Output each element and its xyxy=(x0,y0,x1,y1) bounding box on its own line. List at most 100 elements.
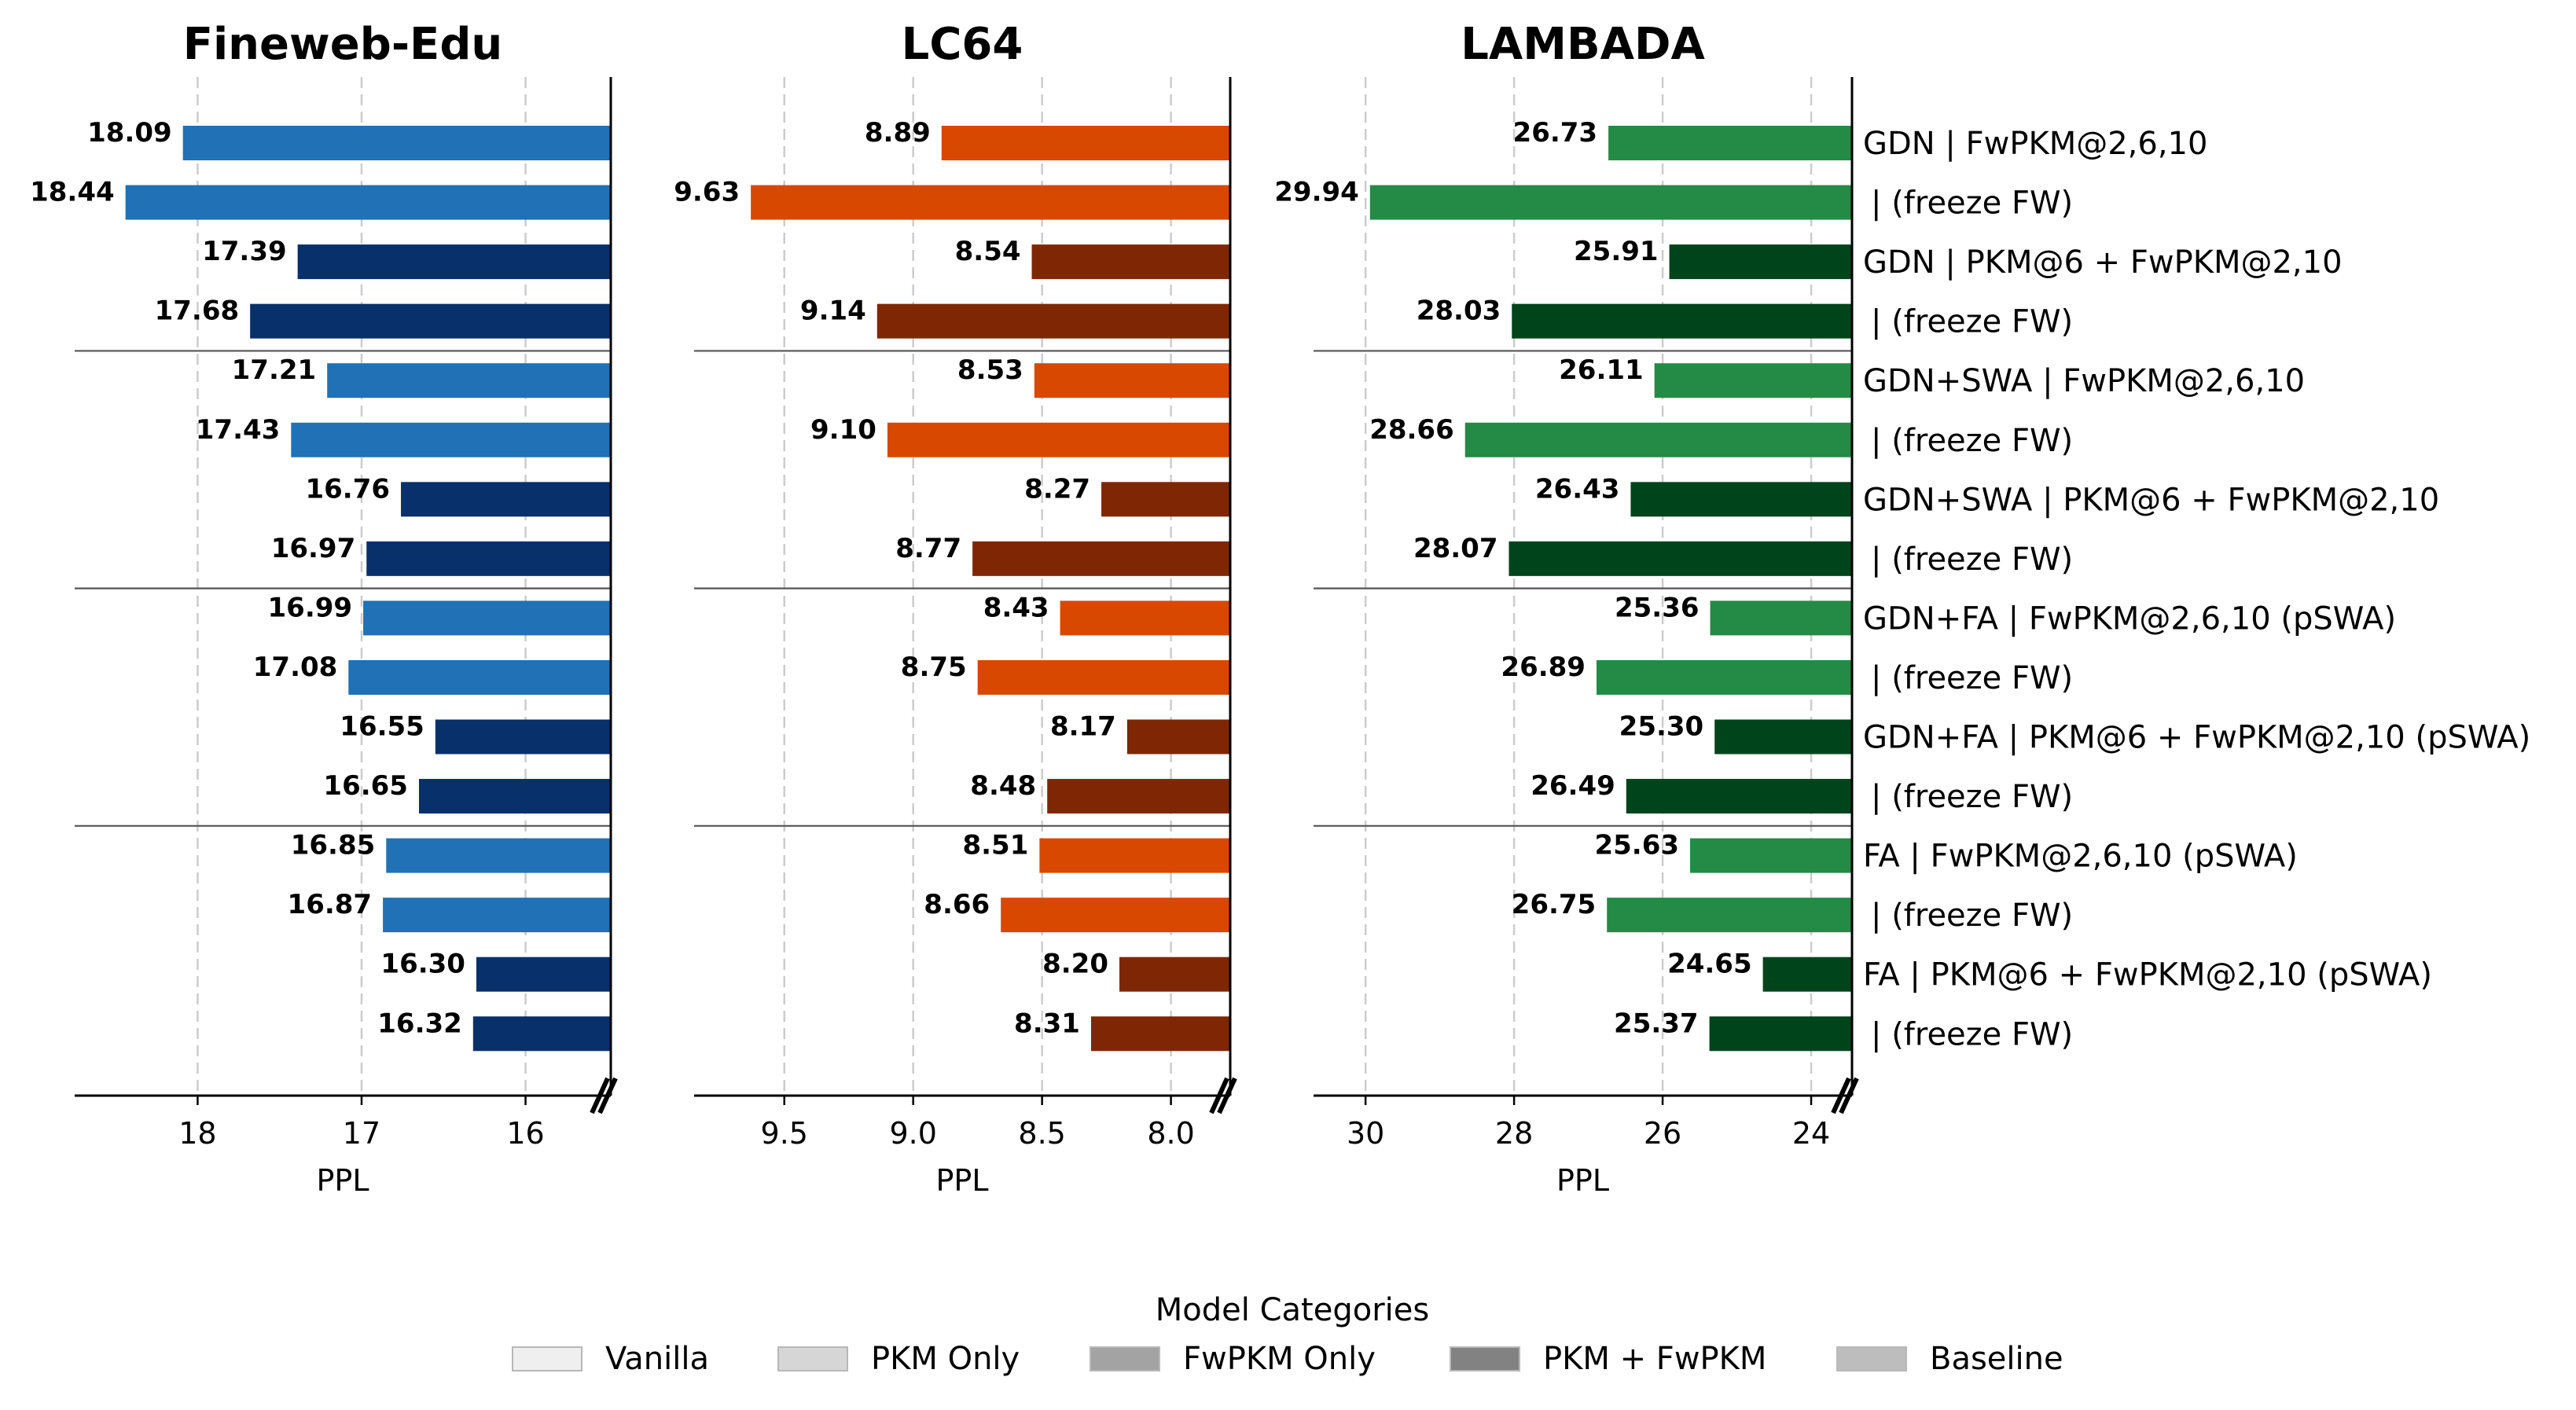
value-label: 16.65 xyxy=(323,770,408,802)
value-label: 8.20 xyxy=(1042,949,1108,980)
bar xyxy=(1608,126,1852,160)
x-tick-label: 28 xyxy=(1495,1116,1533,1151)
bar xyxy=(1119,957,1230,992)
value-label: 8.75 xyxy=(901,652,967,683)
legend-label: Vanilla xyxy=(605,1341,709,1377)
bar xyxy=(435,719,611,755)
value-label: 17.08 xyxy=(253,652,338,683)
bar xyxy=(876,303,1230,339)
axis-break-mark xyxy=(597,1077,618,1114)
value-label: 28.07 xyxy=(1413,533,1498,564)
x-tick-label: 16 xyxy=(506,1116,544,1151)
value-label: 8.89 xyxy=(865,117,931,149)
bar xyxy=(327,363,611,398)
row-label: GDN+SWA | FwPKM@2,6,10 xyxy=(1863,363,2305,399)
x-tick-label: 18 xyxy=(178,1116,216,1151)
row-labels: GDN | FwPKM@2,6,10 | (freeze FW) GDN | PKM… xyxy=(1863,126,2530,1052)
bar xyxy=(1714,719,1852,755)
value-label: 17.43 xyxy=(196,414,281,446)
row-label: GDN+FA | FwPKM@2,6,10 (pSWA) xyxy=(1863,600,2396,637)
bar xyxy=(1464,422,1852,457)
row-label: | (freeze FW) xyxy=(1871,660,2073,696)
value-label: 28.03 xyxy=(1417,296,1501,327)
value-label: 17.39 xyxy=(202,236,287,267)
value-label: 26.43 xyxy=(1535,473,1620,505)
legend-title: Model Categories xyxy=(1156,1292,1429,1328)
bar xyxy=(1690,838,1852,873)
row-label: GDN | FwPKM@2,6,10 xyxy=(1863,126,2207,162)
x-axis-label: PPL xyxy=(935,1163,988,1198)
value-label: 24.65 xyxy=(1667,949,1752,980)
bar xyxy=(977,659,1230,695)
bar xyxy=(1039,838,1230,873)
bar xyxy=(1034,363,1230,398)
bar xyxy=(383,898,611,933)
value-label: 16.32 xyxy=(377,1008,462,1039)
value-label: 16.99 xyxy=(268,592,353,623)
panel-2: LAMBADA 26.73 29.94 25.91 28.03 26.11 28.66 26.… xyxy=(1274,19,1859,1198)
panel-0: Fineweb-Edu 18.09 18.44 17.39 17.68 17.21 17.4… xyxy=(30,19,618,1198)
value-label: 28.66 xyxy=(1369,414,1454,446)
value-label: 18.09 xyxy=(87,117,172,149)
legend-swatch xyxy=(512,1346,582,1371)
value-label: 25.91 xyxy=(1574,236,1659,267)
value-label: 8.53 xyxy=(957,354,1023,386)
row-label: FA | FwPKM@2,6,10 (pSWA) xyxy=(1863,839,2298,875)
bar xyxy=(1762,957,1852,992)
value-label: 25.63 xyxy=(1594,830,1679,861)
bar xyxy=(1047,779,1230,814)
axis-break-mark xyxy=(1209,1077,1229,1114)
x-axis-label: PPL xyxy=(316,1163,369,1198)
value-label: 25.36 xyxy=(1615,592,1700,623)
legend-swatch xyxy=(1450,1346,1520,1371)
value-label: 18.44 xyxy=(30,177,115,208)
value-label: 16.87 xyxy=(288,889,373,920)
row-label: GDN+SWA | PKM@6 + FwPKM@2,10 xyxy=(1863,482,2439,518)
bar xyxy=(1060,600,1230,636)
x-tick-label: 9.0 xyxy=(889,1116,936,1151)
x-tick-label: 26 xyxy=(1644,1116,1681,1151)
x-tick-label: 8.0 xyxy=(1147,1116,1194,1151)
bar xyxy=(250,303,611,339)
value-label: 8.43 xyxy=(983,592,1049,623)
value-label: 16.76 xyxy=(305,473,390,505)
value-label: 26.89 xyxy=(1501,652,1586,683)
bar xyxy=(1669,244,1852,280)
legend-label: PKM + FwPKM xyxy=(1543,1341,1766,1377)
value-label: 26.75 xyxy=(1512,889,1597,920)
bar xyxy=(291,422,611,457)
bar xyxy=(348,659,611,695)
panel-title: Fineweb-Edu xyxy=(183,19,503,70)
value-label: 9.63 xyxy=(674,177,740,208)
value-label: 8.27 xyxy=(1024,473,1090,505)
value-label: 8.51 xyxy=(962,830,1028,861)
x-tick-label: 8.5 xyxy=(1018,1116,1065,1151)
bar xyxy=(297,244,611,280)
value-label: 8.31 xyxy=(1014,1008,1080,1039)
bar xyxy=(1369,185,1852,220)
axis-break-mark xyxy=(1217,1077,1237,1114)
legend-label: Baseline xyxy=(1930,1341,2063,1377)
row-label: | (freeze FW) xyxy=(1871,423,2073,459)
value-label: 16.55 xyxy=(340,711,424,743)
bar xyxy=(1090,1016,1230,1052)
axis-break-mark xyxy=(1831,1077,1851,1114)
panel-1: LC64 8.89 9.63 8.54 9.14 8.53 9.10 8.27 8.77 8.43… xyxy=(674,19,1237,1198)
value-label: 17.21 xyxy=(232,354,317,386)
x-axis-label: PPL xyxy=(1556,1163,1609,1198)
value-label: 26.49 xyxy=(1531,770,1615,802)
bar xyxy=(1654,363,1852,398)
legend-swatch xyxy=(1836,1346,1907,1371)
bar xyxy=(1512,303,1852,339)
value-label: 8.77 xyxy=(895,533,961,564)
legend-swatch xyxy=(777,1346,848,1371)
bar xyxy=(472,1016,611,1052)
value-label: 26.11 xyxy=(1559,354,1644,386)
x-tick-label: 9.5 xyxy=(761,1116,808,1151)
legend: Model Categories Vanilla PKM Only FwPKM Onl… xyxy=(512,1292,2063,1377)
value-label: 16.97 xyxy=(271,533,356,564)
row-label: GDN | PKM@6 + FwPKM@2,10 xyxy=(1863,244,2343,281)
bar xyxy=(386,838,611,873)
bar xyxy=(1101,482,1230,517)
